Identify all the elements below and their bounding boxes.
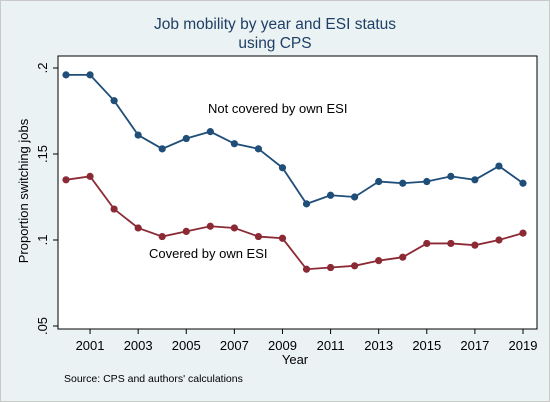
data-point — [375, 177, 383, 186]
series-layer — [62, 71, 527, 273]
x-tick-label: 2011 — [317, 338, 345, 353]
chart-title-line-1: Job mobility by year and ESI status — [154, 16, 396, 33]
data-point — [351, 262, 359, 270]
data-point — [471, 241, 479, 249]
x-tick-label: 2007 — [220, 338, 249, 353]
chart-title-line-2: using CPS — [238, 35, 311, 52]
x-tick-label: 2003 — [124, 338, 153, 353]
data-point — [302, 265, 311, 273]
data-point — [423, 239, 431, 248]
y-tick-label: .2 — [35, 63, 50, 74]
data-point — [399, 179, 407, 187]
data-point — [326, 191, 335, 199]
data-point — [447, 239, 455, 248]
data-point — [110, 205, 118, 213]
data-point — [158, 232, 166, 241]
axis-ticks: 2001 2003 2005 2007 2009 2011 2013 2015 2017 2019… — [35, 63, 537, 353]
data-point — [375, 257, 383, 265]
data-point — [447, 172, 455, 180]
data-point — [86, 172, 94, 180]
x-tick-label: 2015 — [412, 338, 441, 353]
annotation-not-covered: Not covered by own ESI — [208, 101, 347, 116]
data-point — [134, 224, 142, 232]
data-point — [399, 253, 407, 261]
y-tick-label: .05 — [35, 317, 50, 335]
data-point — [206, 222, 214, 230]
data-point — [278, 164, 287, 172]
data-point — [495, 236, 503, 244]
data-point — [230, 140, 238, 148]
x-tick-label: 2005 — [172, 338, 201, 353]
plot-area — [57, 55, 538, 330]
data-point — [519, 179, 527, 187]
data-point — [471, 176, 479, 184]
x-tick-label: 2019 — [509, 338, 538, 353]
x-tick-label: 2009 — [268, 338, 297, 353]
y-tick-label: .15 — [35, 145, 50, 163]
data-point — [62, 176, 70, 184]
data-point — [302, 200, 311, 208]
data-point — [254, 145, 263, 153]
data-point — [230, 224, 238, 232]
data-point — [134, 131, 142, 139]
series-line-1 — [65, 175, 524, 271]
data-point — [254, 232, 263, 241]
data-point — [519, 229, 527, 237]
data-point — [495, 162, 503, 170]
data-point — [86, 71, 94, 79]
data-point — [110, 97, 118, 105]
x-tick-label: 2017 — [460, 338, 489, 353]
x-tick-label: 2001 — [76, 338, 105, 353]
y-tick-label: .1 — [35, 235, 50, 246]
data-point — [206, 128, 214, 136]
data-point — [62, 71, 70, 79]
data-point — [158, 145, 166, 153]
data-point — [423, 177, 431, 186]
series-line-0 — [66, 73, 524, 205]
data-point — [278, 234, 287, 242]
x-tick-label: 2013 — [364, 338, 393, 353]
data-point — [182, 134, 190, 143]
data-point — [182, 227, 190, 235]
x-axis-label: Year — [282, 352, 309, 367]
source-note: Source: CPS and authors' calculations — [64, 373, 243, 385]
data-point — [351, 193, 359, 201]
data-point — [326, 263, 335, 272]
y-axis-label: Proportion switching jobs — [16, 118, 31, 263]
annotation-covered: Covered by own ESI — [149, 246, 268, 261]
